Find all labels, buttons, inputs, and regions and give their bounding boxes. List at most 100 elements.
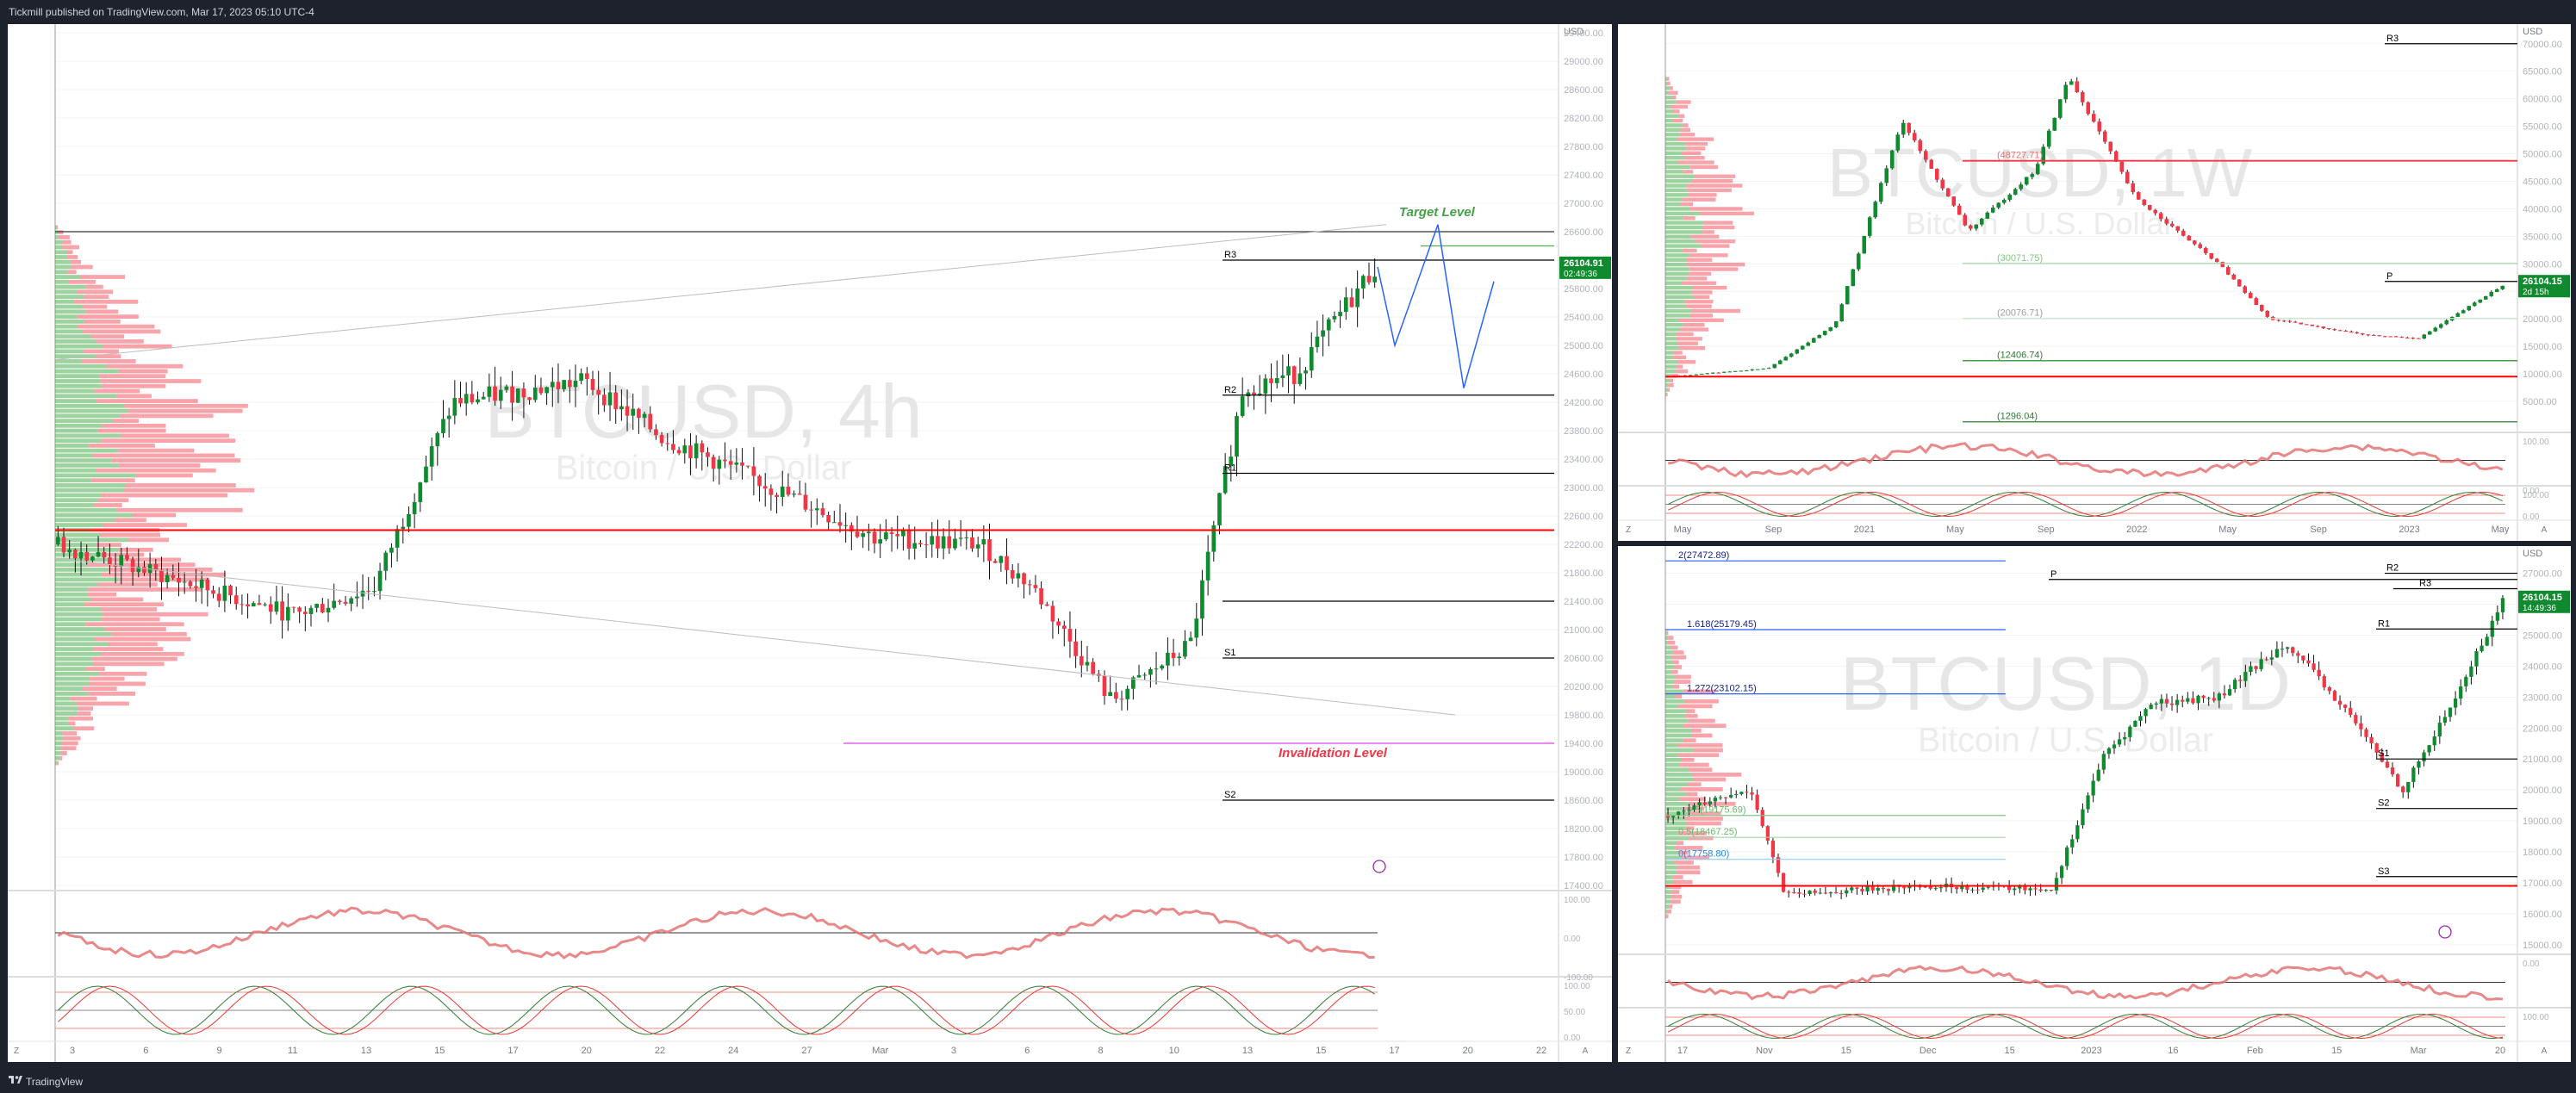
volume-profile-bar-down [133,512,177,518]
volume-profile-bar-down [82,329,161,334]
candle-body [2416,338,2421,339]
volume-profile-bar-down [1686,146,1706,151]
candle-body [2113,151,2119,162]
volume-profile-bar-up [1665,738,1683,742]
volume-profile-bar-up [1665,899,1671,904]
volume-profile-bar-down [1677,360,1696,364]
volume-profile-bar-up [1665,773,1692,777]
volume-profile-bar-down [1672,684,1680,689]
candle-body [1929,159,1934,169]
volume-profile-bar-down [77,324,155,329]
candle-body [2494,289,2499,292]
volume-profile-bar-up [1665,904,1670,909]
level-label: 1.618(25179.45) [1687,619,1757,630]
candle-body [1976,889,1980,891]
invalidation-level-annotation: Invalidation Level [1279,746,1388,761]
x-tick-label: 10 [1169,1046,1179,1056]
volume-profile-bar-up [1665,253,1689,258]
volume-profile-bar-up [55,259,72,264]
volume-profile-bar-up [55,726,75,731]
volume-profile-bar-down [1702,230,1714,234]
weekly-chart-panel[interactable]: USD 70000.00 65000.00 60000.00 55000.00 50000… [1618,24,2571,541]
y-tick-label: 28600.00 [1564,85,1603,96]
volume-profile-bar-down [1672,650,1684,655]
candle-body [2191,698,2195,704]
candle-body [2259,305,2264,311]
candle-body [2142,199,2147,205]
x-tick-label: 9 [216,1046,221,1056]
trend-line-upper [54,224,1387,360]
tradingview-logo-icon[interactable] [9,1076,22,1086]
y-tick-label: 27000.00 [1564,199,1603,209]
volume-profile-bar-down [1677,160,1714,165]
candle-body [1765,826,1770,841]
x-tick-label: Feb [2247,1046,2263,1056]
volume-profile-bar-up [55,706,78,711]
candle-body [2401,786,2405,792]
lightning-icon[interactable] [2438,925,2452,939]
y-tick-label: 27800.00 [1564,142,1603,152]
volume-profile-bar-up [1665,392,1667,397]
volume-profile-bar-up [55,468,96,473]
candle-body [2164,219,2169,224]
volume-profile-bar-down [1675,674,1691,680]
volume-profile-bar-down [1677,704,1713,709]
candle-body [786,486,791,495]
volume-profile-bar-down [103,612,208,617]
candle-body [1332,316,1337,320]
volume-profile-bar-down [56,225,59,230]
volume-profile-bar-down [1696,239,1736,244]
candle-body [1811,338,1816,343]
volume-profile-bar-down [1670,104,1688,109]
candle-body [556,382,561,389]
y-tick-label: 24600.00 [1564,370,1603,380]
x-tick-label: Sep [1765,525,1783,535]
candle-body [1263,378,1268,394]
candle-body [2269,657,2274,660]
candle-body [1366,276,1372,283]
candle-body [464,394,469,404]
lightning-icon[interactable] [1372,860,1386,873]
x-tick-label: 15 [1841,1046,1851,1056]
volume-profile-bar-up [1665,114,1679,118]
candle-body [1692,805,1696,810]
volume-profile-bar-up [1665,133,1681,137]
volume-profile-bar-up [55,651,102,656]
candle-body [2349,707,2353,716]
volume-profile-bar-up [55,369,119,374]
volume-profile-bar-up [55,503,94,507]
volume-profile-bar-up [55,686,82,691]
volume-profile-bar-down [1672,660,1679,665]
candle-body [2147,204,2152,210]
footer-bar: TradingView [0,1069,2576,1093]
candle-body [585,373,589,379]
stoch-tick-label: 100.00 [2523,491,2549,500]
main-chart-panel[interactable]: USD 29400.00 29000.00 28600.00 28200.00 27800… [8,24,1612,1062]
daily-chart-panel[interactable]: USD27000.0026000.0025000.0024000.0023000… [1618,546,2571,1062]
candle-body [1257,393,1262,395]
candle-body [2001,199,2007,203]
candle-body [2158,213,2163,220]
x-tick-label: 8 [1098,1046,1103,1056]
candle-body [2091,780,2095,796]
candle-body [407,513,411,527]
candle-body [2461,310,2466,314]
price-tag [2518,590,2570,613]
volume-profile-bar-up [55,498,99,503]
x-tick-label: 24 [728,1046,738,1056]
candle-body [67,550,72,553]
volume-profile-bar-down [78,706,94,711]
candle-body [1957,205,1962,215]
volume-profile-bar-up [1665,680,1674,684]
volume-profile-bar-down [1687,821,1721,826]
candle-body [1990,208,1995,213]
volume-profile-bar-down [121,433,229,438]
candle-body [2374,743,2379,753]
x-tick-label: 6 [143,1046,148,1056]
volume-profile-bar-down [123,488,255,493]
candle-body [1817,334,1822,338]
candle-body [659,435,664,444]
volume-profile-bar-down [1677,841,1684,846]
candle-body [2299,322,2304,325]
candle-body [2057,99,2063,118]
